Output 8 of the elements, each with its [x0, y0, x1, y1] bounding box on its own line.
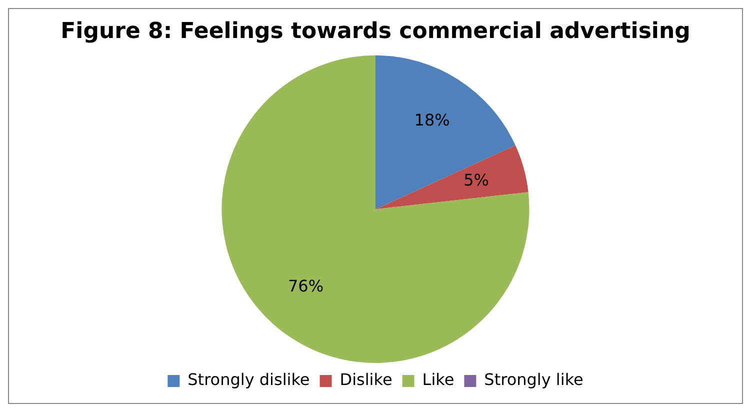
data-label: 5% [464, 170, 489, 190]
chart-title: Figure 8: Feelings towards commercial advertising [60, 18, 690, 44]
legend-label: Strongly dislike [188, 370, 310, 390]
legend-label: Dislike [340, 370, 392, 390]
legend-label: Strongly like [484, 370, 584, 390]
legend-label: Like [422, 370, 454, 390]
data-label: 76% [288, 276, 324, 296]
data-label: 18% [414, 110, 450, 130]
